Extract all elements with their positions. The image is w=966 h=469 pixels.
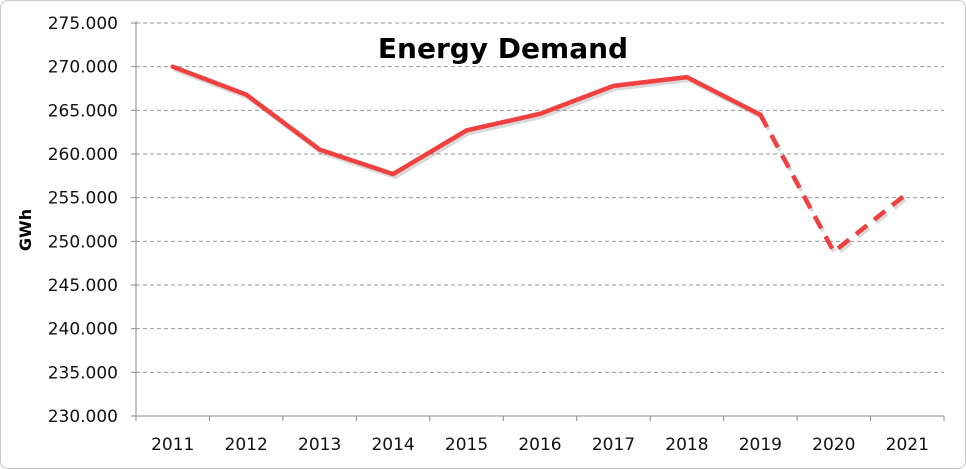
x-tick-label: 2021 <box>886 435 929 455</box>
series-lines <box>170 64 911 258</box>
x-tick-label: 2016 <box>518 435 561 455</box>
x-tick-label: 2018 <box>665 435 708 455</box>
y-tick-label: 230.000 <box>48 407 118 427</box>
y-tick-label: 265.000 <box>48 101 118 121</box>
x-tick-label: 2013 <box>298 435 341 455</box>
series-line-shadow <box>760 116 911 258</box>
x-tick-label: 2019 <box>739 435 782 455</box>
y-tick-label: 245.000 <box>48 276 118 296</box>
x-tick-labels: 2011 2012 2013 2014 2015 2016 2017 2018 2019 2020… <box>151 435 929 455</box>
y-tick-label: 255.000 <box>48 189 118 209</box>
y-tick-label: 240.000 <box>48 320 118 340</box>
y-tick-label: 250.000 <box>48 232 118 252</box>
x-tick-label: 2012 <box>225 435 268 455</box>
y-tick-label: 275.000 <box>48 14 118 34</box>
series-line-projected <box>758 113 909 255</box>
chart-title: Energy Demand <box>378 32 628 65</box>
y-tick-label: 260.000 <box>48 145 118 165</box>
axes <box>131 21 945 421</box>
y-tick-labels: 230.000 235.000 240.000 245.000 250.000 255.0… <box>48 14 118 427</box>
y-axis-label: GWh <box>16 209 35 251</box>
y-tick-label: 270.000 <box>48 58 118 78</box>
x-tick-label: 2020 <box>812 435 855 455</box>
grid-lines <box>136 22 944 373</box>
x-tick-label: 2017 <box>592 435 635 455</box>
y-tick-label: 235.000 <box>48 363 118 383</box>
series-line-shadow <box>173 67 764 180</box>
x-tick-label: 2014 <box>371 435 414 455</box>
x-tick-label: 2015 <box>445 435 488 455</box>
x-tick-label: 2011 <box>151 435 194 455</box>
